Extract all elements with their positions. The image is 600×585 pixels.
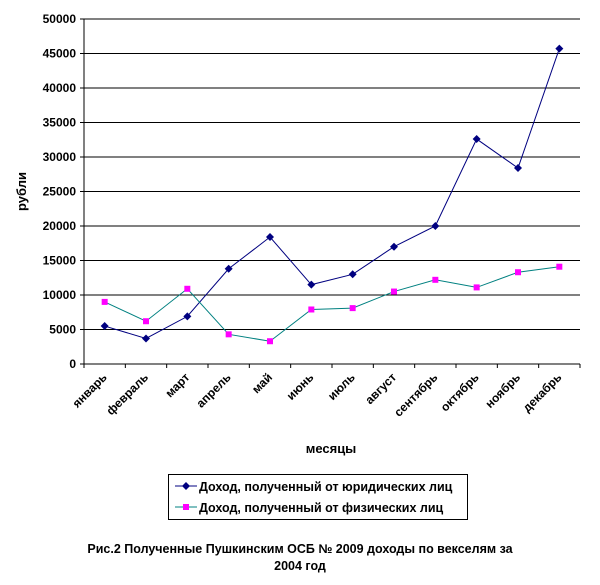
y-tick-label: 10000 xyxy=(43,288,77,302)
series-line-2 xyxy=(104,266,560,342)
data-point-square xyxy=(225,331,232,338)
data-point-diamond xyxy=(390,242,398,251)
y-tick-label: 5000 xyxy=(49,323,76,337)
data-point-square xyxy=(143,318,149,325)
y-tick-label: 40000 xyxy=(43,81,77,95)
caption-line-2: 2004 год xyxy=(274,559,326,573)
y-tick-label: 50000 xyxy=(43,12,77,26)
figure-caption: Рис.2 Полученные Пушкинским ОСБ № 2009 д… xyxy=(40,541,560,575)
x-tick-label: январь xyxy=(70,370,110,410)
caption-line-1: Рис.2 Полученные Пушкинским ОСБ № 2009 д… xyxy=(87,542,513,556)
x-tick-label: апрель xyxy=(194,370,234,410)
data-point-diamond xyxy=(307,280,316,289)
axes xyxy=(83,19,581,368)
y-tick-labels: 0 5000 10000 15000 20000 25000 30000 35000 40000… xyxy=(43,12,77,371)
line-chart: 0 5000 10000 15000 20000 25000 30000 35000 40000… xyxy=(14,12,581,456)
data-point-square xyxy=(556,263,563,270)
y-tick-label: 25000 xyxy=(43,185,77,199)
data-point-square xyxy=(101,298,108,305)
legend-label-individual: Доход, полученный от физических лиц xyxy=(199,501,444,515)
y-tick-label: 35000 xyxy=(43,116,77,130)
data-point-diamond xyxy=(224,264,233,273)
data-point-diamond xyxy=(431,222,440,230)
data-point-square xyxy=(267,338,273,345)
x-tick-label: август xyxy=(362,370,399,407)
x-axis-title: месяцы xyxy=(306,441,357,456)
x-tick-label: март xyxy=(162,370,192,400)
x-tick-label: май xyxy=(249,370,275,396)
data-point-diamond xyxy=(348,270,357,279)
legend: Доход, полученный от юридических лиц Дох… xyxy=(168,474,468,520)
data-point-square xyxy=(432,276,439,283)
x-tick-label: июнь xyxy=(284,370,317,403)
data-point-diamond xyxy=(142,334,150,343)
y-tick-label: 20000 xyxy=(43,219,77,233)
data-point-diamond xyxy=(555,44,564,53)
data-point-square xyxy=(473,284,480,291)
legend-item-legal: Доход, полученный от юридических лиц xyxy=(169,478,467,498)
data-point-square xyxy=(515,269,521,276)
data-point-diamond xyxy=(183,312,192,321)
data-point-diamond xyxy=(472,135,481,144)
x-tick-label: февраль xyxy=(103,370,151,418)
legend-item-individual: Доход, полученный от физических лиц xyxy=(169,499,467,519)
x-tick-label: октябрь xyxy=(438,370,482,414)
y-tick-label: 45000 xyxy=(43,47,77,61)
gridlines xyxy=(80,18,580,365)
data-point-square xyxy=(391,288,397,295)
y-tick-label: 15000 xyxy=(43,254,77,268)
legend-label-legal: Доход, полученный от юридических лиц xyxy=(199,480,453,494)
x-tick-label: июль xyxy=(325,370,358,403)
y-axis-title: рубли xyxy=(14,172,29,211)
legend-swatch-legal xyxy=(175,482,197,490)
data-point-square xyxy=(184,285,191,292)
y-tick-label: 30000 xyxy=(43,150,77,164)
x-tick-label: ноябрь xyxy=(482,370,523,411)
x-tick-label: сентябрь xyxy=(391,370,440,419)
data-point-diamond xyxy=(266,233,274,242)
data-point-square xyxy=(349,305,356,312)
data-point-diamond xyxy=(514,164,522,173)
series-group xyxy=(100,44,564,345)
legend-swatch-individual xyxy=(175,504,197,510)
y-tick-label: 0 xyxy=(69,357,76,371)
series-line-1 xyxy=(104,48,560,340)
data-point-diamond xyxy=(100,322,109,331)
data-point-square xyxy=(308,306,315,313)
x-tick-label: декабрь xyxy=(520,370,565,415)
